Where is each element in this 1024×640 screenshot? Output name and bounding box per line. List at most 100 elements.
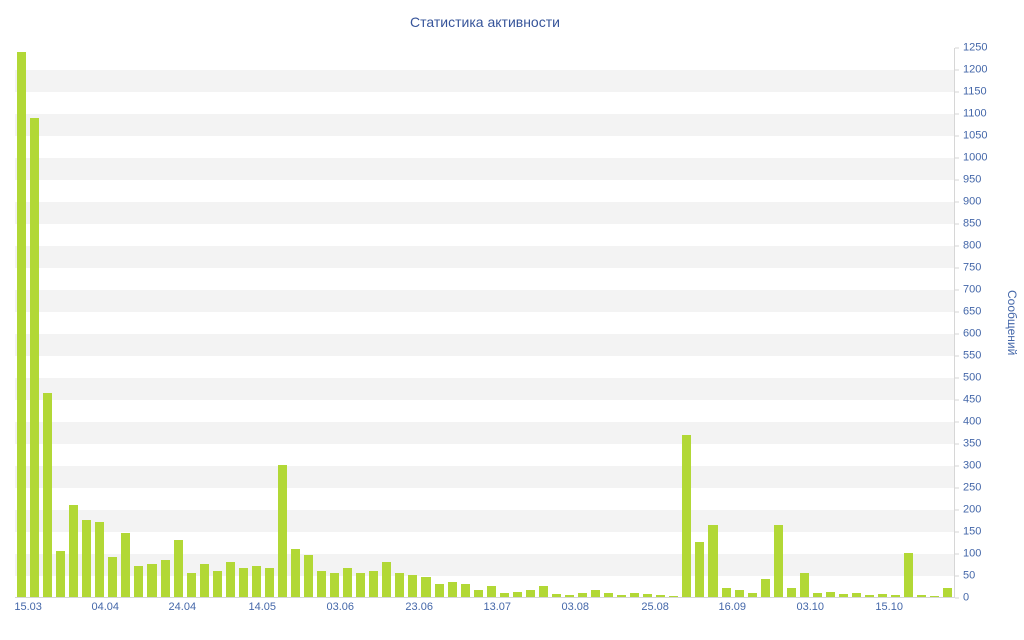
- y-axis-tick-label: 1050: [963, 129, 988, 142]
- bar[interactable]: [656, 594, 666, 597]
- bar[interactable]: [356, 572, 366, 597]
- y-axis-tick-label: 700: [963, 283, 982, 296]
- y-axis-tick-mark: [955, 465, 959, 467]
- bar[interactable]: [760, 579, 770, 597]
- bar[interactable]: [904, 553, 914, 597]
- bar[interactable]: [277, 465, 287, 597]
- bar[interactable]: [369, 570, 379, 597]
- bar[interactable]: [43, 392, 53, 597]
- bar[interactable]: [408, 575, 418, 597]
- y-axis-tick-label: 50: [963, 569, 976, 582]
- bar[interactable]: [212, 570, 222, 597]
- y-axis-tick-mark: [955, 245, 959, 247]
- bar[interactable]: [812, 592, 822, 597]
- bar[interactable]: [134, 566, 144, 597]
- bar[interactable]: [591, 590, 601, 597]
- bar[interactable]: [343, 568, 353, 597]
- bar[interactable]: [891, 594, 901, 597]
- bar[interactable]: [512, 591, 522, 597]
- y-axis-tick-mark: [955, 575, 959, 577]
- bar[interactable]: [421, 577, 431, 597]
- bar[interactable]: [747, 592, 757, 597]
- bar[interactable]: [199, 564, 209, 597]
- x-axis-tick-label: 14.05: [248, 601, 276, 613]
- y-axis-tick-label: 450: [963, 393, 982, 406]
- bar[interactable]: [82, 520, 92, 597]
- bar[interactable]: [56, 550, 66, 597]
- bar[interactable]: [682, 434, 692, 597]
- bar[interactable]: [460, 583, 470, 597]
- bar[interactable]: [786, 588, 796, 597]
- bar[interactable]: [304, 555, 314, 597]
- bar[interactable]: [486, 586, 496, 597]
- y-axis-tick-label: 1200: [963, 63, 988, 76]
- x-axis-tick-label: 03.10: [796, 601, 824, 613]
- bar[interactable]: [917, 594, 927, 597]
- bar[interactable]: [251, 566, 261, 597]
- bar[interactable]: [538, 586, 548, 597]
- y-axis-tick-label: 150: [963, 525, 982, 538]
- bar[interactable]: [852, 592, 862, 597]
- bar[interactable]: [773, 524, 783, 597]
- bar[interactable]: [473, 590, 483, 597]
- bar[interactable]: [734, 590, 744, 597]
- y-axis-tick-label: 550: [963, 349, 982, 362]
- bar[interactable]: [264, 568, 274, 597]
- bar[interactable]: [630, 592, 640, 597]
- bar[interactable]: [330, 572, 340, 597]
- bar[interactable]: [799, 572, 809, 597]
- plot-area: [15, 48, 955, 598]
- bar[interactable]: [838, 593, 848, 597]
- bar[interactable]: [721, 588, 731, 597]
- bar[interactable]: [95, 522, 105, 597]
- bar[interactable]: [604, 592, 614, 597]
- y-axis-tick-mark: [955, 487, 959, 489]
- x-axis-tick-label: 25.08: [641, 601, 669, 613]
- bar[interactable]: [108, 557, 118, 597]
- bar[interactable]: [17, 52, 27, 597]
- bar[interactable]: [434, 583, 444, 597]
- bar[interactable]: [160, 559, 170, 597]
- bar[interactable]: [943, 588, 953, 597]
- y-axis-tick-label: 100: [963, 547, 982, 560]
- bar[interactable]: [669, 595, 679, 597]
- bar[interactable]: [617, 594, 627, 597]
- bar[interactable]: [447, 581, 457, 597]
- bar[interactable]: [186, 572, 196, 597]
- bar[interactable]: [395, 572, 405, 597]
- bar[interactable]: [317, 570, 327, 597]
- bar[interactable]: [499, 592, 509, 597]
- bar[interactable]: [290, 548, 301, 597]
- bar[interactable]: [878, 593, 888, 597]
- bar[interactable]: [173, 539, 183, 597]
- bar[interactable]: [69, 504, 79, 597]
- bar[interactable]: [121, 533, 131, 597]
- bar[interactable]: [382, 561, 392, 597]
- bar[interactable]: [551, 593, 561, 597]
- y-axis-tick-label: 950: [963, 173, 982, 186]
- bar[interactable]: [695, 542, 705, 597]
- bar[interactable]: [147, 564, 157, 597]
- y-axis-tick-label: 1100: [963, 107, 987, 120]
- bar[interactable]: [238, 568, 248, 597]
- bar[interactable]: [564, 594, 575, 597]
- bar[interactable]: [525, 590, 535, 597]
- y-axis-tick-mark: [955, 553, 959, 555]
- y-axis-tick-mark: [955, 333, 959, 335]
- bar[interactable]: [825, 591, 835, 597]
- y-axis-tick-mark: [955, 179, 959, 181]
- bar[interactable]: [30, 118, 40, 597]
- x-axis-tick-label: 13.07: [483, 601, 511, 613]
- bar[interactable]: [930, 595, 940, 597]
- bar[interactable]: [643, 593, 653, 597]
- bar[interactable]: [865, 594, 875, 597]
- bar[interactable]: [708, 524, 718, 597]
- y-axis-tick-mark: [955, 399, 959, 401]
- x-axis-tick-label: 03.06: [326, 601, 354, 613]
- x-axis-tick-label: 03.08: [561, 601, 589, 613]
- y-axis-tick-label: 650: [963, 305, 982, 318]
- y-axis-tick-mark: [955, 443, 959, 445]
- bar[interactable]: [578, 592, 588, 597]
- x-axis-tick-label: 23.06: [405, 601, 433, 613]
- bar[interactable]: [225, 561, 235, 597]
